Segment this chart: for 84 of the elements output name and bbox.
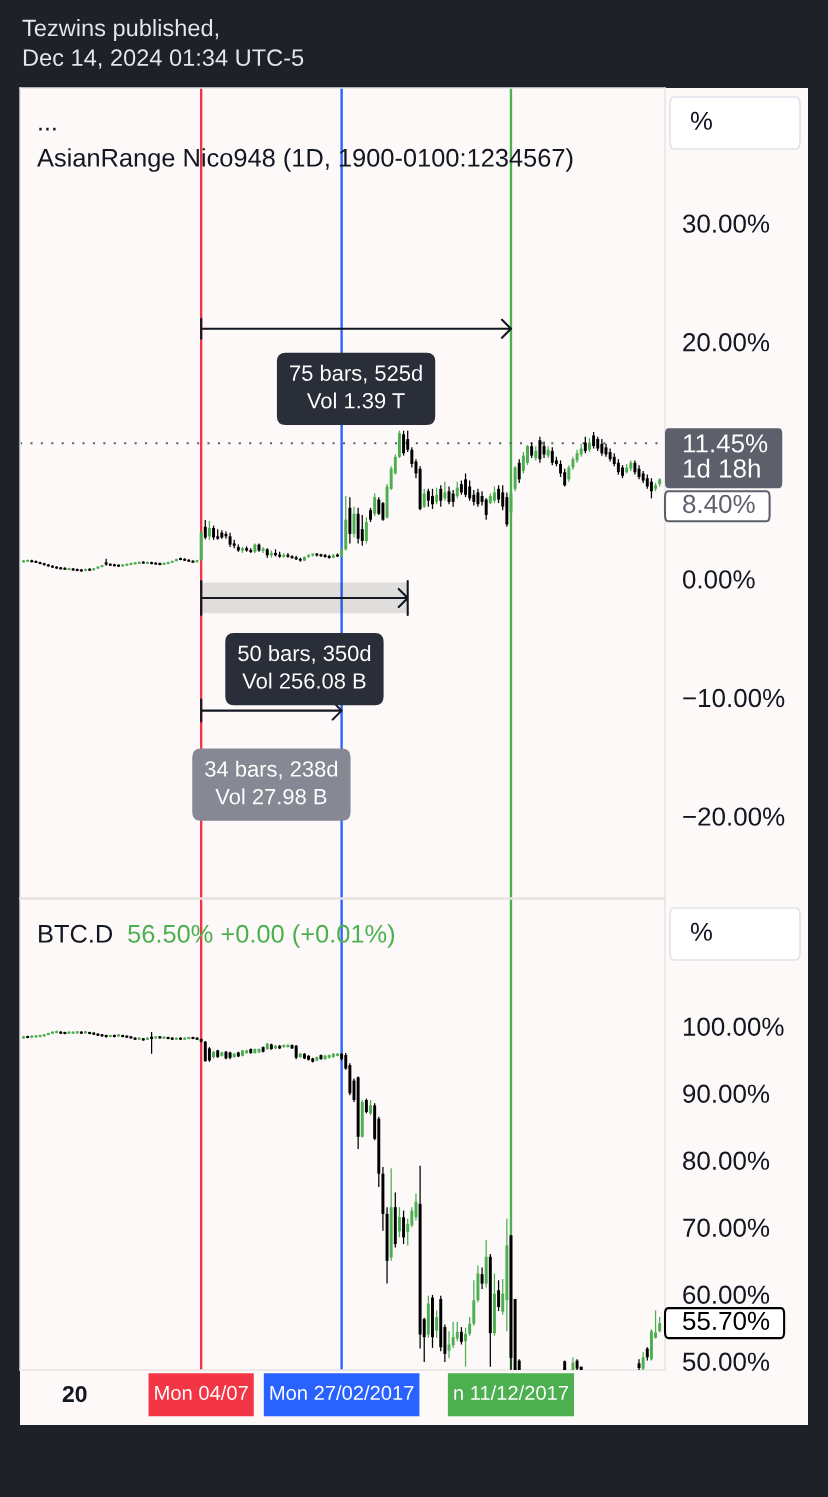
candlestick: [455, 1321, 459, 1342]
text: Tezwins published, Dec 14, 2024 01:34 UTC-5: [22, 19, 304, 69]
text: 8.40%: [683, 494, 755, 514]
candlestick: [369, 507, 373, 523]
candlestick: [641, 1351, 645, 1370]
y-tick-label: 50.00%: [682, 1352, 770, 1371]
text: BTC.D: [39, 924, 113, 943]
annotation: 34 bars, 238d Vol 27.98 B: [205, 760, 338, 805]
candlestick: [323, 553, 327, 559]
text: 55.70%: [683, 1311, 770, 1331]
candlestick: [464, 1327, 468, 1368]
candlestick: [443, 481, 447, 502]
candlestick: [290, 554, 294, 560]
candlestick: [84, 1030, 87, 1035]
x-tick-label: n 11/12/2017: [454, 1385, 569, 1401]
candlestick: [336, 1052, 339, 1058]
candlestick: [145, 1036, 149, 1041]
y-tick-label: 60.00%: [683, 1285, 770, 1304]
candlestick: [241, 546, 244, 554]
candlestick: [517, 458, 521, 484]
candlestick: [464, 472, 468, 498]
candlestick: [179, 557, 182, 561]
candlestick: [286, 552, 290, 559]
y-tick-label: 100.00%: [683, 1017, 784, 1036]
candlestick: [369, 1099, 373, 1117]
y-tick-label: 90.00%: [683, 1084, 770, 1103]
candlestick: [410, 446, 414, 469]
y-tick-label: −20.00%: [683, 807, 785, 826]
candlestick: [587, 437, 591, 453]
text: %: [690, 922, 712, 941]
candlestick: [484, 497, 488, 521]
candlestick: [261, 546, 265, 554]
x-tick-label: Mon 27/02/2017: [270, 1385, 414, 1401]
candlestick: [649, 477, 653, 499]
y-tick-label: 70.00%: [683, 1218, 770, 1237]
candlestick: [397, 430, 401, 459]
text: 20: [62, 1385, 87, 1403]
candlestick: [451, 1321, 455, 1349]
candlestick: [414, 1193, 418, 1222]
candlestick: [50, 564, 54, 569]
candlestick: [203, 519, 207, 540]
y-tick-label: 20.00%: [683, 333, 770, 352]
x-tick-label: Mon 04/07: [155, 1385, 248, 1401]
candlestick: [402, 1209, 406, 1245]
candlestick: [364, 516, 368, 545]
y-tick-label: −10.00%: [683, 688, 785, 708]
candlestick: [207, 520, 211, 541]
candlestick: [22, 559, 26, 564]
candlestick: [431, 1294, 434, 1349]
candlestick: [472, 1279, 476, 1327]
candlestick: [621, 464, 624, 479]
annotation: 50 bars, 350d Vol 256.08 B: [238, 645, 371, 689]
candlestick: [406, 430, 410, 453]
candlestick: [203, 1040, 207, 1063]
candlestick: [422, 488, 426, 509]
candlestick: [373, 492, 377, 517]
candlestick: [360, 514, 364, 547]
candlestick: [50, 1030, 54, 1035]
candlestick: [84, 568, 87, 572]
y-tick-label: 0.00%: [682, 570, 755, 589]
candlestick: [397, 1206, 401, 1238]
candlestick: [22, 1035, 26, 1040]
ref-line-label: 11.45% 1d 18h: [683, 434, 768, 478]
candlestick: [179, 1036, 182, 1041]
candlestick: [468, 479, 472, 502]
candlestick: [492, 1272, 496, 1337]
candlestick: [431, 488, 434, 510]
annotation: ...: [39, 127, 56, 131]
candlestick: [241, 1049, 244, 1058]
candlestick: [538, 436, 542, 464]
candlestick: [402, 430, 406, 457]
candlestick: [480, 1266, 484, 1290]
candlestick: [513, 465, 517, 492]
candlestick: [468, 1316, 472, 1337]
text: %: [690, 111, 712, 130]
candlestick: [439, 484, 443, 508]
candlestick: [492, 485, 496, 504]
y-tick-label: 30.00%: [682, 214, 770, 233]
annotation: 75 bars, 525d Vol 1.39 T: [290, 364, 422, 409]
candlestick: [381, 501, 385, 522]
candlestick: [435, 1309, 439, 1339]
y-tick-label: 80.00%: [683, 1151, 770, 1170]
candlestick: [410, 1206, 414, 1228]
candlestick: [497, 1279, 501, 1312]
